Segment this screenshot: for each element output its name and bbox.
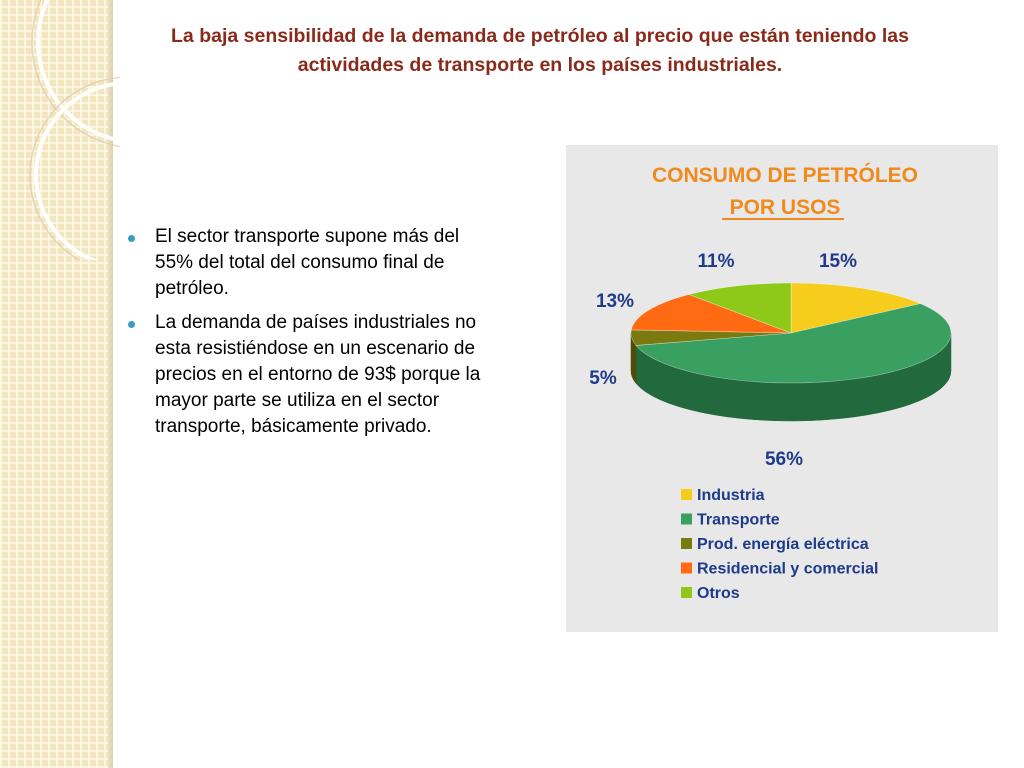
pie-chart-panel: CONSUMO DE PETRÓLEO POR USOS 15% 56% 5% 13%…: [566, 145, 998, 632]
slide-title: La baja sensibilidad de la demanda de pe…: [100, 22, 980, 80]
legend-swatch: [681, 489, 692, 500]
bullet-text-line: transporte, básicamente privado.: [155, 416, 432, 437]
slide-title-line: actividades de transporte en los países …: [297, 54, 783, 76]
pie-value-label: 11%: [698, 251, 735, 272]
pie-slice-otros: [688, 282, 792, 334]
bullet-text-line: petróleo.: [155, 278, 229, 299]
legend-swatch: [681, 538, 692, 549]
legend-swatch: [681, 562, 692, 574]
bullet-dot-icon: [128, 321, 135, 328]
legend-label: Industria: [697, 487, 765, 504]
bullet-text-line: mayor parte se utiliza en el sector: [155, 390, 440, 411]
pie-value-label: 15%: [819, 251, 857, 272]
legend-label: Prod. energía eléctrica: [697, 536, 869, 553]
chart-title-line: CONSUMO DE PETRÓLEO: [652, 163, 918, 187]
bullet-list: El sector transporte supone más del 55% …: [122, 224, 552, 448]
decorative-rings: [29, 0, 120, 260]
pie-value-label: 13%: [596, 291, 634, 312]
pie-value-label: 56%: [765, 449, 803, 470]
pie-slice-industria: [790, 282, 922, 334]
pie-top: [630, 282, 952, 384]
bullet-dot-icon: [128, 235, 135, 242]
pie-chart: CONSUMO DE PETRÓLEO POR USOS 15% 56% 5% 13%…: [589, 163, 952, 602]
bullet-item: El sector transporte supone más del 55% …: [122, 224, 552, 302]
pie-value-label: 5%: [589, 368, 617, 389]
pie-slice-residencial-y-comercial: [630, 294, 792, 334]
decorative-side-strip: [0, 0, 113, 768]
bullet-text-line: 55% del total del consumo final de: [155, 252, 445, 273]
pie-slice-transporte: [635, 303, 952, 384]
slide-title-line: La baja sensibilidad de la demanda de pe…: [171, 25, 909, 47]
bullet-item: La demanda de países industriales no est…: [122, 310, 552, 440]
bullet-text-line: precios en el entorno de 93$ porque la: [155, 364, 481, 385]
bullet-text-line: El sector transporte supone más del: [155, 226, 460, 247]
legend-swatch: [681, 513, 692, 525]
pie-labels: 15% 56% 5% 13% 11%: [589, 251, 857, 470]
legend-label: Transporte: [697, 512, 780, 529]
pie-sides: [630, 332, 952, 422]
chart-title-line: POR USOS: [730, 196, 841, 219]
decorative-side-edge: [108, 0, 113, 768]
legend-label: Residencial y comercial: [697, 561, 878, 578]
bullet-text-line: esta resistiéndose en un escenario de: [155, 338, 476, 359]
legend-swatch: [681, 587, 692, 598]
bullet-text-line: La demanda de países industriales no: [155, 312, 477, 333]
pie-legend: Industria Transporte Prod. energía eléctri…: [681, 487, 878, 602]
legend-label: Otros: [697, 585, 740, 602]
